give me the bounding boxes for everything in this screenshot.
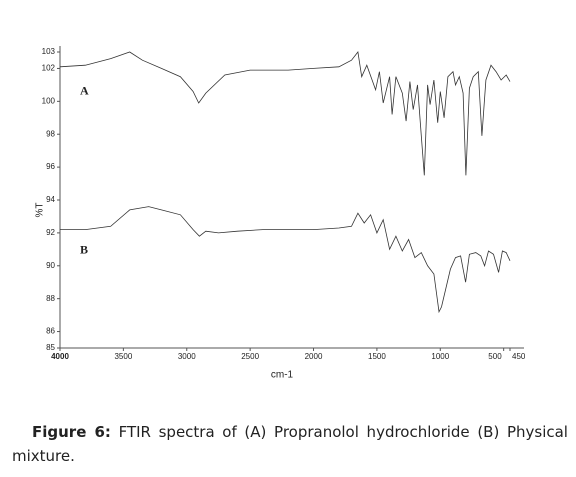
x-axis-label: cm-1 <box>271 370 294 381</box>
y-tick-label: 86 <box>46 327 55 336</box>
y-tick-label: 85 <box>46 343 55 352</box>
y-tick-label: 92 <box>46 228 55 237</box>
x-tick-label: 450 <box>512 352 526 361</box>
x-tick-label: 1500 <box>368 352 386 361</box>
series-label: B <box>80 242 88 256</box>
y-tick-label: 98 <box>46 129 55 138</box>
y-tick-label: 103 <box>42 47 56 56</box>
caption: Figure 6: FTIR spectra of (A) Propranolo… <box>12 420 568 468</box>
y-axis-label: %T <box>35 203 46 218</box>
y-tick-label: 88 <box>46 294 55 303</box>
y-tick-label: 90 <box>46 261 55 270</box>
x-tick-label: 2500 <box>241 352 259 361</box>
caption-label: Figure 6: <box>32 423 111 441</box>
x-tick-label: 1000 <box>431 352 449 361</box>
spectrum-line <box>60 206 511 314</box>
spectrum-line <box>59 51 511 176</box>
x-tick-label: 500 <box>488 352 502 361</box>
y-tick-label: 94 <box>46 195 55 204</box>
caption-text: FTIR spectra of (A) Propranolol hydrochl… <box>12 423 568 465</box>
x-tick-label: 3500 <box>114 352 132 361</box>
y-tick-label: 100 <box>42 96 56 105</box>
y-tick-label: 102 <box>42 64 56 73</box>
series-label: A <box>80 84 89 98</box>
y-tick-label: 96 <box>46 162 55 171</box>
x-tick-label: 4000 <box>51 352 69 361</box>
x-tick-label: 3000 <box>178 352 196 361</box>
x-tick-label: 2000 <box>305 352 323 361</box>
